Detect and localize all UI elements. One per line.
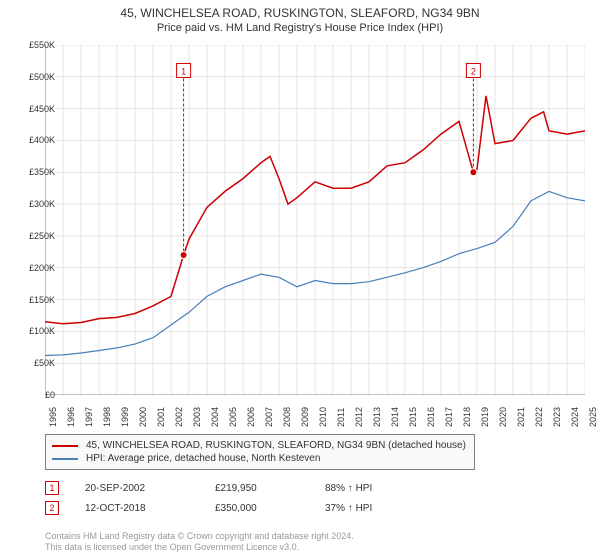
transaction-pct: 88% ↑ HPI	[325, 483, 425, 494]
chart-svg: 12	[45, 45, 585, 395]
y-tick-label: £350K	[15, 167, 55, 177]
x-tick-label: 2021	[516, 407, 526, 427]
transaction-price: £219,950	[215, 483, 325, 494]
transaction-marker-box: 1	[45, 481, 59, 495]
x-tick-label: 1995	[48, 407, 58, 427]
x-tick-label: 1996	[66, 407, 76, 427]
y-tick-label: £500K	[15, 72, 55, 82]
y-tick-label: £100K	[15, 326, 55, 336]
legend-swatch	[52, 458, 78, 460]
x-tick-label: 2001	[156, 407, 166, 427]
legend-label: 45, WINCHELSEA ROAD, RUSKINGTON, SLEAFOR…	[86, 440, 466, 451]
chart-container: 45, WINCHELSEA ROAD, RUSKINGTON, SLEAFOR…	[0, 0, 600, 560]
x-tick-label: 1998	[102, 407, 112, 427]
x-tick-label: 2022	[534, 407, 544, 427]
x-tick-label: 2002	[174, 407, 184, 427]
legend-item: 45, WINCHELSEA ROAD, RUSKINGTON, SLEAFOR…	[52, 439, 468, 452]
x-tick-label: 2004	[210, 407, 220, 427]
y-tick-label: £400K	[15, 135, 55, 145]
transaction-table: 1 20-SEP-2002£219,95088% ↑ HPI 2 12-OCT-201…	[45, 478, 425, 518]
x-tick-label: 2010	[318, 407, 328, 427]
legend-swatch	[52, 445, 78, 447]
x-tick-label: 2017	[444, 407, 454, 427]
footer-attribution: Contains HM Land Registry data © Crown c…	[45, 531, 354, 554]
x-tick-label: 2024	[570, 407, 580, 427]
y-tick-label: £250K	[15, 231, 55, 241]
x-tick-label: 2023	[552, 407, 562, 427]
y-tick-label: £50K	[15, 358, 55, 368]
x-tick-label: 2011	[336, 408, 346, 427]
x-tick-label: 2019	[480, 407, 490, 427]
svg-text:1: 1	[181, 66, 186, 76]
x-tick-label: 2020	[498, 407, 508, 427]
x-tick-label: 2025	[588, 407, 598, 427]
chart-title: 45, WINCHELSEA ROAD, RUSKINGTON, SLEAFOR…	[0, 0, 600, 22]
x-tick-label: 2013	[372, 407, 382, 427]
x-tick-label: 2014	[390, 407, 400, 427]
y-tick-label: £0	[15, 390, 55, 400]
chart-subtitle: Price paid vs. HM Land Registry's House …	[0, 22, 600, 38]
x-tick-label: 2006	[246, 407, 256, 427]
y-tick-label: £450K	[15, 104, 55, 114]
x-tick-label: 2018	[462, 407, 472, 427]
x-tick-label: 2008	[282, 407, 292, 427]
x-tick-label: 2007	[264, 407, 274, 427]
chart-plot-area: 12	[45, 45, 585, 395]
transaction-marker-box: 2	[45, 501, 59, 515]
svg-text:2: 2	[471, 66, 476, 76]
transaction-row: 2 12-OCT-2018£350,00037% ↑ HPI	[45, 498, 425, 518]
footer-line-1: Contains HM Land Registry data © Crown c…	[45, 531, 354, 543]
x-tick-label: 2003	[192, 407, 202, 427]
legend-item: HPI: Average price, detached house, Nort…	[52, 452, 468, 465]
x-tick-label: 2016	[426, 407, 436, 427]
x-tick-label: 2000	[138, 407, 148, 427]
y-tick-label: £550K	[15, 40, 55, 50]
y-tick-label: £150K	[15, 295, 55, 305]
transaction-row: 1 20-SEP-2002£219,95088% ↑ HPI	[45, 478, 425, 498]
x-tick-label: 1997	[84, 407, 94, 427]
x-tick-label: 2012	[354, 407, 364, 427]
transaction-date: 20-SEP-2002	[85, 483, 215, 494]
legend-box: 45, WINCHELSEA ROAD, RUSKINGTON, SLEAFOR…	[45, 434, 475, 470]
y-tick-label: £300K	[15, 199, 55, 209]
y-tick-label: £200K	[15, 263, 55, 273]
x-tick-label: 1999	[120, 407, 130, 427]
footer-line-2: This data is licensed under the Open Gov…	[45, 542, 354, 554]
x-tick-label: 2009	[300, 407, 310, 427]
legend-label: HPI: Average price, detached house, Nort…	[86, 453, 320, 464]
transaction-date: 12-OCT-2018	[85, 503, 215, 514]
transaction-price: £350,000	[215, 503, 325, 514]
x-tick-label: 2005	[228, 407, 238, 427]
transaction-pct: 37% ↑ HPI	[325, 503, 425, 514]
x-tick-label: 2015	[408, 407, 418, 427]
